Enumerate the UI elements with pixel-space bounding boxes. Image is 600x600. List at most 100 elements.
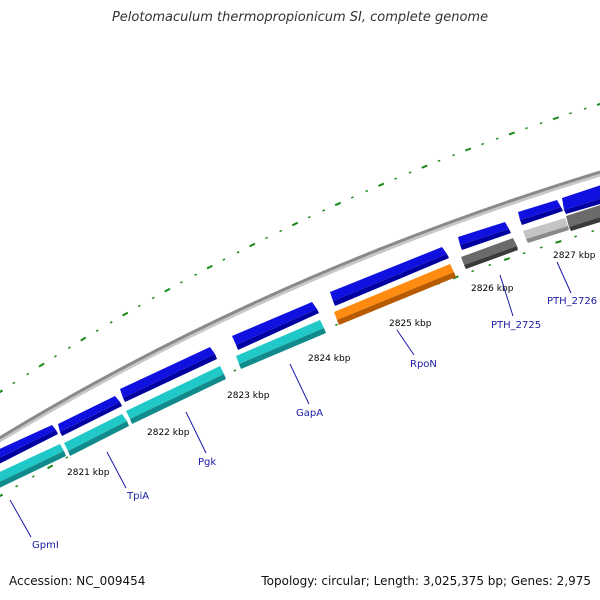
tick-mark	[488, 263, 492, 267]
tick-mark	[365, 189, 369, 193]
tick-mark	[122, 311, 129, 317]
tick-mark	[179, 281, 183, 284]
gene-pth-2726[interactable]	[523, 218, 569, 243]
tick-mark	[350, 196, 354, 199]
tick-mark	[137, 304, 141, 308]
tick-mark	[334, 201, 342, 207]
cds-feature[interactable]	[58, 396, 122, 436]
gene-label-rpon: RpoN	[410, 359, 437, 370]
backbone-ring	[0, 170, 600, 443]
tick-mark	[495, 137, 499, 140]
tick-mark	[508, 131, 516, 136]
tick-mark	[481, 142, 485, 146]
reverse-strand-features	[0, 202, 600, 490]
gene-label-pgk: Pgk	[198, 457, 216, 468]
tick-mark	[38, 362, 45, 368]
leader-gapa	[289, 363, 310, 405]
tick-mark	[335, 323, 338, 326]
tick-mark	[522, 252, 526, 255]
leader-pth-2725	[499, 274, 514, 317]
label-leaders	[9, 261, 572, 538]
tick-mark	[164, 287, 171, 293]
tick-mark	[206, 264, 213, 270]
tick-mark	[80, 336, 87, 342]
cds-feature[interactable]	[0, 425, 58, 466]
gene-label-pth-2726: PTH_2726	[547, 296, 597, 307]
tick-mark	[471, 269, 475, 273]
tick-mark	[378, 182, 385, 187]
scale-label-2825: 2825 kbp	[389, 319, 432, 329]
tick-mark	[596, 102, 600, 106]
tick-mark	[452, 275, 459, 280]
cds-feature[interactable]	[232, 302, 319, 350]
gene-pgk[interactable]	[126, 366, 226, 424]
tick-mark	[194, 273, 198, 276]
cds-feature[interactable]	[562, 182, 600, 214]
genome-summary-text: Topology: circular; Length: 3,025,375 bp…	[261, 574, 591, 588]
cds-feature[interactable]	[330, 247, 449, 306]
accession-text: Accession: NC_009454	[9, 574, 146, 588]
leader-pgk	[185, 411, 207, 454]
tick-mark	[65, 456, 69, 459]
reverse-feature[interactable]	[566, 202, 600, 231]
tick-mark	[464, 147, 472, 152]
tick-mark	[291, 221, 299, 227]
tick-mark	[591, 230, 595, 233]
tick-mark	[15, 484, 19, 488]
tick-mark	[109, 321, 113, 324]
tick-mark	[452, 153, 455, 157]
tick-mark	[0, 389, 4, 394]
cds-feature[interactable]	[458, 222, 511, 250]
tick-mark	[437, 159, 441, 163]
tick-mark	[525, 127, 528, 130]
outer-tick-ring	[0, 102, 600, 394]
scale-label-2824: 2824 kbp	[308, 354, 351, 364]
forward-strand-features	[0, 182, 600, 466]
tick-mark	[53, 354, 57, 358]
gene-tpia[interactable]	[64, 414, 129, 456]
scale-label-2827: 2827 kbp	[553, 251, 596, 261]
gene-label-gapa: GapA	[296, 408, 323, 419]
tick-mark	[67, 346, 71, 349]
tick-mark	[249, 242, 256, 248]
scale-label-2821: 2821 kbp	[67, 468, 110, 478]
gene-label-tpia: TpiA	[126, 491, 149, 502]
tick-mark	[408, 171, 412, 174]
tick-mark	[583, 107, 587, 110]
cds-feature[interactable]	[120, 347, 217, 402]
scale-label-2822: 2822 kbp	[147, 428, 190, 438]
scale-labels: 2821 kbp 2822 kbp 2823 kbp 2824 kbp 2825…	[67, 251, 596, 478]
tick-mark	[574, 235, 578, 238]
tick-mark	[95, 329, 99, 332]
gene-label-pth-2725: PTH_2725	[491, 320, 541, 331]
tick-mark	[0, 493, 4, 498]
leader-pth-2726	[556, 261, 572, 294]
gene-rpon[interactable]	[334, 264, 456, 325]
gene-labels: GpmI TpiA Pgk GapA RpoN PTH_2725 PTH_272…	[32, 296, 597, 551]
tick-mark	[322, 209, 326, 212]
tick-mark	[552, 116, 560, 121]
tick-mark	[265, 236, 268, 240]
tick-mark	[12, 381, 16, 385]
leader-gpmi	[9, 499, 32, 538]
tick-mark	[26, 372, 30, 376]
tick-mark	[279, 229, 283, 233]
tick-mark	[569, 112, 572, 115]
cds-feature[interactable]	[518, 200, 563, 225]
tick-mark	[503, 257, 511, 261]
tick-mark	[47, 464, 54, 470]
leader-tpia	[106, 451, 127, 489]
tick-mark	[31, 475, 35, 478]
tick-mark	[151, 296, 155, 300]
tick-mark	[307, 216, 311, 219]
tick-mark	[236, 251, 240, 254]
gene-label-gpmi: GpmI	[32, 540, 59, 551]
tick-mark	[555, 240, 562, 244]
leader-rpon	[396, 329, 415, 356]
gene-gpmi[interactable]	[0, 444, 66, 490]
inner-tick-ring	[0, 230, 595, 498]
gene-pth-2725[interactable]	[461, 238, 518, 269]
tick-mark	[421, 164, 428, 169]
gene-gapa[interactable]	[236, 320, 326, 369]
